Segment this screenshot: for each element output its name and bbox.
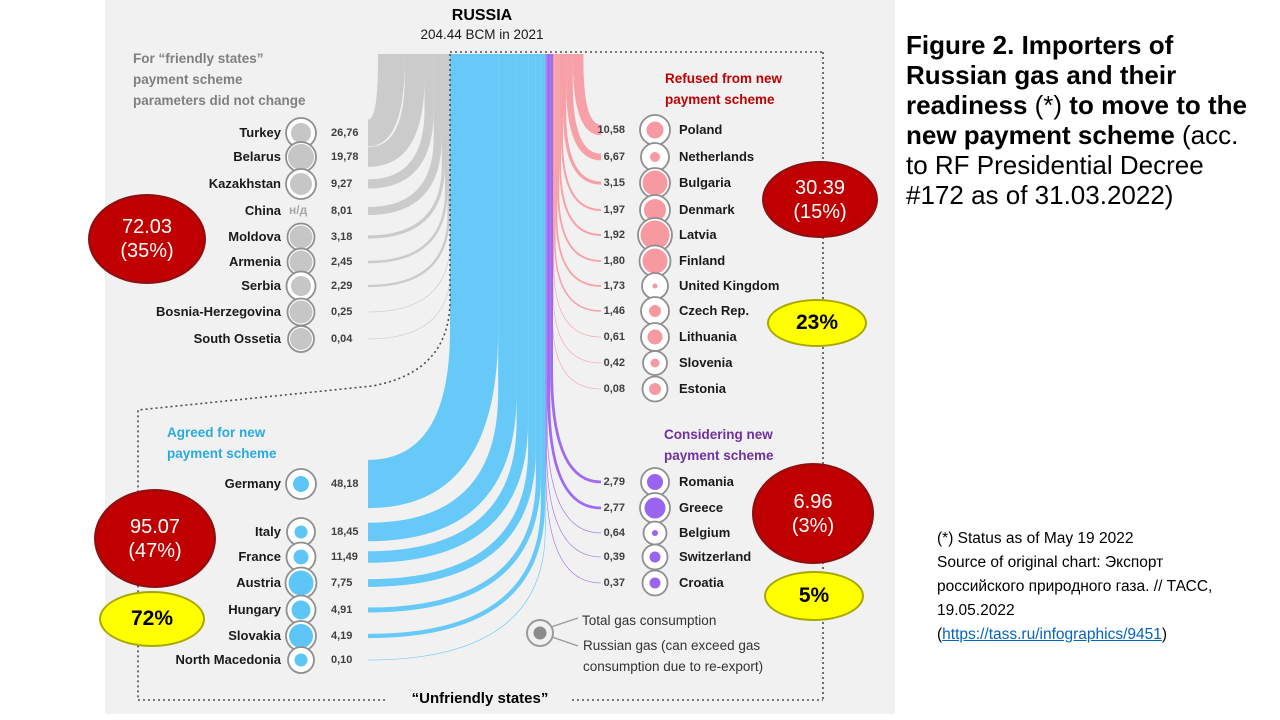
friendly-total-value: 72.03 (121, 216, 173, 238)
considering-group-header: Considering new payment scheme (664, 427, 774, 463)
legend-russian-gas-label: Russian gas (can exceed gas consumption … (583, 638, 764, 674)
considering-total-badge: 6.96 (3%) (752, 463, 874, 564)
considering-total-share: (3%) (791, 514, 835, 537)
agreed-group-header: Agreed for new payment scheme (167, 425, 277, 461)
agreed-total-value: 95.07 (129, 515, 181, 538)
figure-caption-star: (*) (1034, 90, 1063, 120)
legend-total-consumption-label: Total gas consumption (582, 613, 717, 628)
russia-subtitle: 204.44 BCM in 2021 (420, 27, 544, 42)
source-text: Source of original chart: Экспорт россий… (937, 554, 1213, 619)
source-note: (*) Status as of May 19 2022 Source of o… (937, 527, 1251, 647)
source-link-line: (https://tass.ru/infographics/9451) (937, 623, 1251, 647)
agreed-total-badge: 95.07 (47%) (94, 489, 216, 588)
agreed-share-badge: 72% (99, 591, 205, 647)
source-status-line: (*) Status as of May 19 2022 (937, 530, 1134, 547)
unfriendly-states-label: “Unfriendly states” (411, 690, 549, 707)
source-link[interactable]: https://tass.ru/infographics/9451 (942, 626, 1162, 643)
source-link-prefix: ( (937, 626, 943, 643)
friendly-group-header: For “friendly states” payment scheme par… (133, 51, 306, 108)
refused-group-header: Refused from new payment scheme (665, 71, 783, 107)
figure-caption-regular: (acc. to RF Presidential Decree #172 as … (906, 120, 1239, 210)
friendly-total-badge: 72.03 (35%) (88, 194, 206, 284)
russia-title: RUSSIA (451, 7, 513, 24)
figure-caption-bold-1: Figure 2. Importers of Russian gas and t… (906, 30, 1177, 120)
refused-share-badge: 23% (767, 299, 867, 347)
considering-share-badge: 5% (764, 571, 864, 621)
source-link-suffix: ) (1161, 626, 1168, 643)
refused-total-value: 30.39 (794, 176, 846, 199)
agreed-total-share: (47%) (128, 539, 182, 562)
considering-total-value: 6.96 (793, 490, 833, 513)
figure-caption-bold-2: to move to the new payment scheme (906, 90, 1247, 150)
refused-total-badge: 30.39 (15%) (762, 161, 878, 238)
friendly-total-share: (35%) (120, 240, 174, 262)
refused-total-share: (15%) (793, 200, 847, 223)
figure-caption: Figure 2. Importers of Russian gas and t… (906, 30, 1260, 210)
